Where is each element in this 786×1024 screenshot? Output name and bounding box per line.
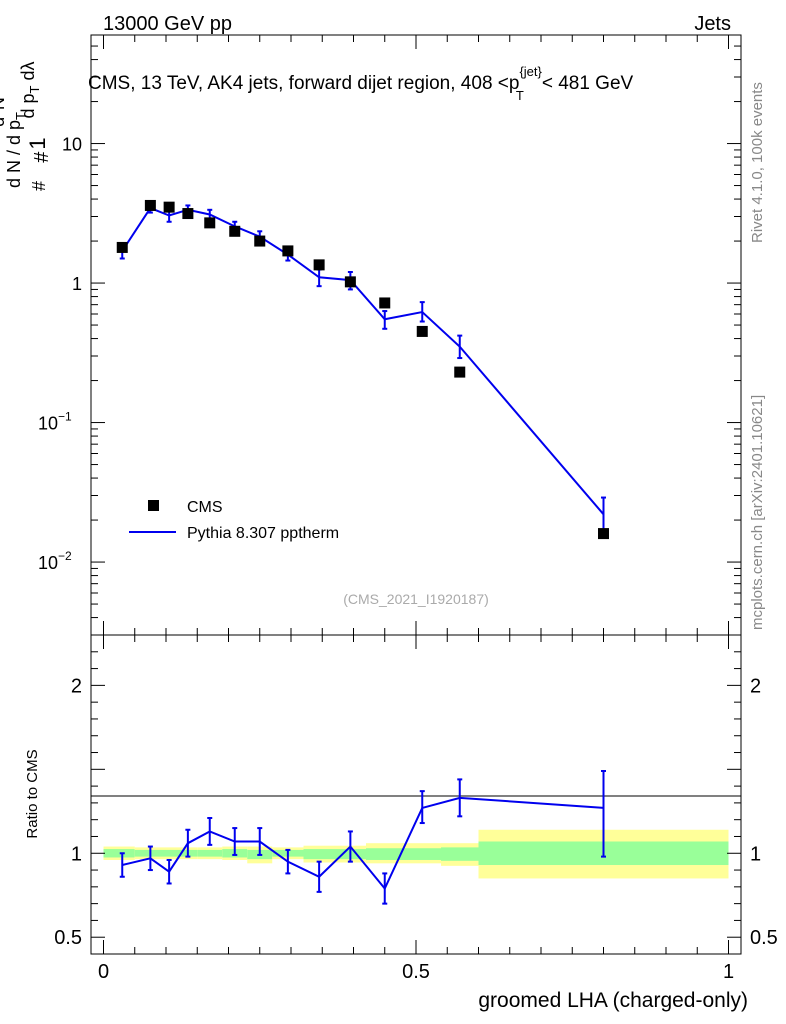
data-point-cms — [416, 325, 428, 337]
svg-text:#: # — [29, 181, 49, 191]
ratio-panel-frame — [90, 634, 742, 955]
data-point-cms — [204, 217, 216, 229]
main-panel-frame — [90, 34, 742, 636]
data-series-main — [116, 199, 609, 540]
data-point-cms — [379, 297, 391, 309]
ratio-ytick-label-right: 1 — [750, 843, 761, 865]
ratio-axis-ticks — [91, 634, 741, 955]
mc-series-main — [119, 202, 606, 539]
x-tick-label: 1 — [723, 961, 734, 983]
main-ytick-label: 10−2 — [38, 549, 72, 573]
x-tick-labels: 0 0.5 1 — [98, 961, 734, 983]
data-point-cms — [116, 241, 128, 253]
main-ytick-labels: 10 1 10−1 10−2 — [38, 135, 82, 574]
data-point-cms — [454, 366, 466, 378]
data-point-cms — [163, 201, 175, 213]
main-ylabel: #1 d N / d pT # d2N d pT dλ — [0, 62, 53, 192]
band-inner — [197, 849, 223, 857]
ratio-ylabel: Ratio to CMS — [24, 749, 41, 838]
mc-line-ratio — [122, 796, 604, 891]
x-axis-label: groomed LHA (charged-only) — [478, 989, 748, 1012]
ratio-ytick-label-right: 2 — [750, 675, 761, 697]
svg-text:d2N: d2N — [0, 97, 8, 127]
main-ytick-label: 10−1 — [38, 410, 72, 434]
data-point-cms — [144, 199, 156, 211]
legend-data-label: CMS — [187, 499, 223, 516]
analysis-reference: (CMS_2021_I1920187) — [343, 591, 489, 607]
legend-data-marker — [148, 500, 159, 511]
svg-text:#1: #1 — [25, 137, 53, 162]
band-inner — [366, 848, 441, 860]
ratio-ytick-label-right: 0.5 — [750, 927, 778, 949]
data-point-cms — [598, 528, 609, 540]
data-point-cms — [182, 208, 194, 220]
plot-title: CMS, 13 TeV, AK4 jets, forward dijet reg… — [88, 64, 634, 103]
data-point-cms — [344, 276, 356, 288]
data-point-cms — [254, 235, 266, 247]
rivet-version-label: Rivet 4.1.0, 100k events — [749, 82, 766, 243]
header-left: 13000 GeV pp — [103, 13, 232, 35]
header-right: Jets — [694, 13, 731, 35]
main-axis-ticks — [91, 34, 741, 636]
data-point-cms — [313, 259, 325, 271]
data-point-cms — [229, 225, 241, 237]
band-inner — [303, 849, 366, 860]
x-tick-label: 0 — [98, 961, 109, 983]
mcplots-site-label: mcplots.cern.ch [arXiv:2401.10621] — [749, 395, 766, 630]
svg-text:d pT dλ: d pT dλ — [18, 62, 42, 119]
ratio-ytick-label-left: 0.5 — [54, 927, 82, 949]
svg-text:d N / d pT: d N / d pT — [4, 112, 28, 188]
band-inner — [441, 847, 479, 861]
ratio-ytick-labels: 0.5 0.5 1 1 2 2 — [54, 675, 778, 949]
main-ytick-label: 10 — [62, 135, 82, 155]
x-tick-label: 0.5 — [402, 961, 430, 983]
mc-series-ratio — [119, 769, 606, 905]
mc-line-main — [121, 206, 605, 515]
ratio-ytick-label-left: 2 — [71, 675, 82, 697]
band-inner — [103, 849, 135, 858]
legend: CMS Pythia 8.307 pptherm — [129, 499, 339, 542]
data-point-cms — [282, 245, 294, 257]
main-ytick-label: 1 — [72, 274, 82, 294]
legend-mc-label: Pythia 8.307 pptherm — [187, 525, 339, 542]
ratio-ytick-label-left: 1 — [71, 843, 82, 865]
